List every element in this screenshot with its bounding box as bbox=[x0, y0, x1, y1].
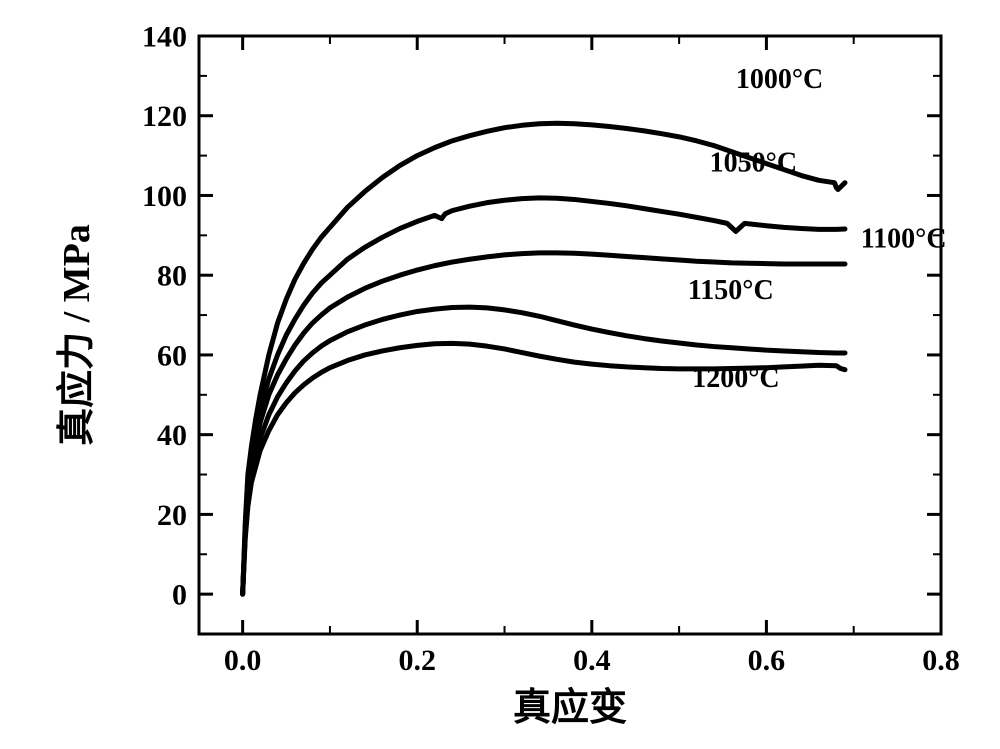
y-tick-label: 60 bbox=[157, 339, 187, 372]
y-tick-label: 120 bbox=[142, 100, 187, 133]
y-tick-label: 20 bbox=[157, 499, 187, 532]
x-axis-title: 真应变 bbox=[513, 687, 627, 729]
y-tick-label: 80 bbox=[157, 260, 187, 293]
y-axis-title-group: 真应力 / MPa bbox=[56, 224, 98, 446]
x-tick-label: 0.2 bbox=[398, 644, 436, 677]
y-axis-title: 真应力 / MPa bbox=[56, 224, 98, 446]
stress-strain-chart: 0.0 0.2 0.4 0.6 0.8 0 20 40 60 80 100 120 140 1000°C 1… bbox=[0, 0, 1000, 749]
x-tick-label: 0.0 bbox=[224, 644, 262, 677]
x-tick-label: 0.4 bbox=[573, 644, 611, 677]
series-label-1100C: 1100°C bbox=[861, 223, 947, 254]
y-tick-label: 100 bbox=[142, 180, 187, 213]
series-label-1200C: 1200°C bbox=[692, 363, 779, 394]
y-tick-label: 0 bbox=[172, 579, 187, 612]
x-tick-label: 0.8 bbox=[922, 644, 960, 677]
x-tick-label: 0.6 bbox=[748, 644, 786, 677]
series-label-1000C: 1000°C bbox=[736, 64, 823, 95]
y-tick-label: 140 bbox=[142, 21, 187, 54]
series-label-1050C: 1050°C bbox=[710, 148, 797, 179]
series-label-1150C: 1150°C bbox=[688, 275, 774, 306]
y-tick-label: 40 bbox=[157, 419, 187, 452]
